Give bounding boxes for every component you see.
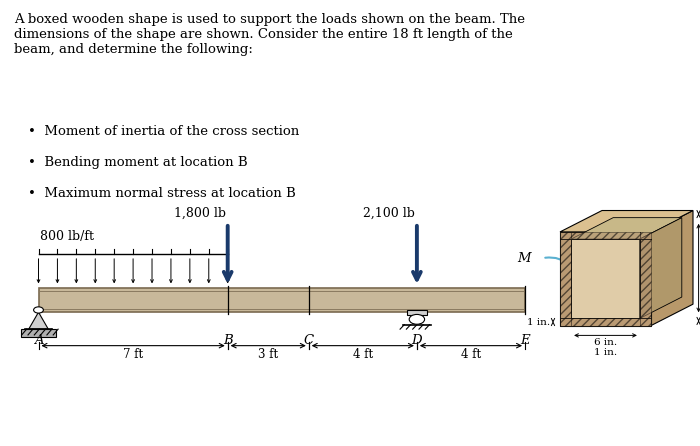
Polygon shape: [29, 312, 48, 329]
Circle shape: [34, 307, 43, 313]
Text: •  Maximum normal stress at location B: • Maximum normal stress at location B: [28, 187, 295, 200]
Text: A: A: [34, 334, 43, 347]
Text: M: M: [517, 252, 531, 264]
Text: •  Bending moment at location B: • Bending moment at location B: [28, 156, 248, 169]
Text: 3 ft: 3 ft: [258, 348, 279, 361]
Bar: [560, 232, 651, 326]
Bar: [21, 329, 56, 337]
Text: C: C: [304, 334, 314, 347]
Text: 1,800 lb: 1,800 lb: [174, 206, 225, 219]
Text: 4 ft: 4 ft: [353, 348, 373, 361]
Text: •  Moment of inertia of the cross section: • Moment of inertia of the cross section: [28, 125, 300, 138]
Text: 4 ft: 4 ft: [461, 348, 481, 361]
Bar: [560, 239, 571, 318]
Text: 1 in.: 1 in.: [527, 318, 550, 326]
Text: 800 lb/ft: 800 lb/ft: [40, 230, 94, 243]
Polygon shape: [560, 211, 693, 232]
Circle shape: [410, 314, 425, 324]
Text: D: D: [412, 334, 422, 347]
Text: 7 ft: 7 ft: [123, 348, 144, 361]
Bar: [407, 310, 427, 315]
Bar: [560, 232, 651, 239]
Bar: [560, 318, 651, 326]
Text: E: E: [520, 334, 530, 347]
Bar: [640, 239, 651, 318]
Text: 1 in.: 1 in.: [594, 348, 617, 357]
Bar: [571, 239, 640, 318]
Text: 2,100 lb: 2,100 lb: [363, 206, 415, 219]
Polygon shape: [651, 211, 693, 326]
Polygon shape: [571, 218, 682, 239]
Text: 6 in.: 6 in.: [594, 338, 617, 347]
Bar: [38, 288, 525, 312]
Polygon shape: [640, 218, 682, 318]
Text: A boxed wooden shape is used to support the loads shown on the beam. The
dimensi: A boxed wooden shape is used to support …: [14, 13, 525, 56]
Text: B: B: [223, 334, 232, 347]
